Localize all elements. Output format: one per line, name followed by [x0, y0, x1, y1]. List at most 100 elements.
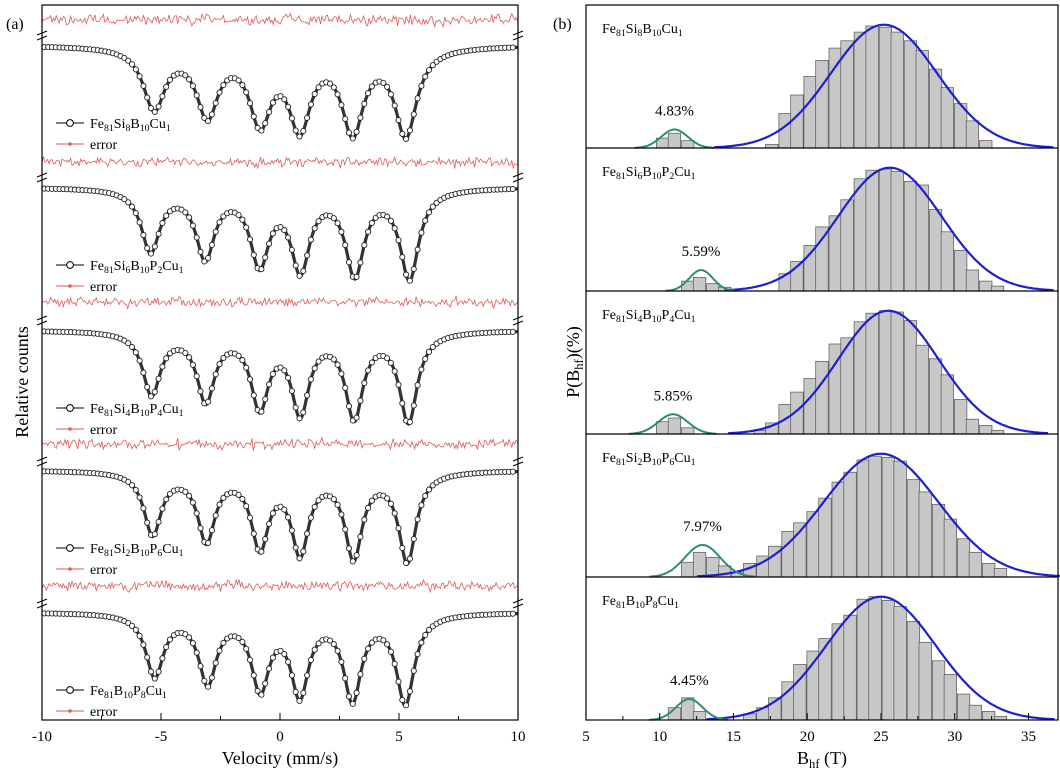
data-point: [132, 209, 139, 217]
histogram-bar: [928, 209, 943, 292]
histogram-bars: [656, 25, 993, 149]
histogram-bar: [667, 417, 682, 435]
data-point: [422, 73, 429, 80]
main-fit-curve: [696, 452, 1060, 578]
histogram-bar: [843, 471, 857, 578]
data-point: [418, 229, 425, 236]
data-point: [410, 535, 417, 543]
minor-component-percent: 5.85%: [654, 388, 693, 404]
histogram-bar: [853, 31, 867, 149]
histogram-bars: [667, 596, 1008, 721]
data-point: [216, 219, 223, 226]
data-point: [262, 680, 269, 687]
data-point: [128, 622, 136, 629]
histogram-bar: [982, 711, 996, 721]
data-point: [144, 245, 151, 252]
data-point: [205, 118, 212, 125]
panel-b-content: Fe81Si8B10Cu1 4.83% Fe81Si6B10P2Cu1 5.59% Fe…: [586, 22, 1060, 721]
minor-component-percent: 4.45%: [670, 673, 709, 689]
legend-marker-data: [66, 686, 74, 694]
data-point: [205, 683, 212, 690]
histogram-bar: [692, 711, 707, 721]
data-point: [166, 76, 174, 83]
y-axis-label-a: Relative counts: [12, 326, 32, 437]
legend-error-label: error: [90, 423, 118, 438]
data-point: [349, 700, 356, 707]
data-point: [235, 352, 242, 359]
data-point: [399, 254, 406, 261]
data-point: [288, 527, 295, 534]
data-point: [414, 651, 421, 658]
data-point: [163, 496, 170, 503]
data-point: [391, 368, 398, 375]
histogram-bar: [956, 693, 971, 721]
error-trace-a: [41, 12, 518, 29]
data-point: [285, 658, 292, 665]
main-fit-curve: [713, 23, 1054, 149]
data-point: [155, 518, 162, 525]
data-point: [384, 83, 391, 90]
data-point: [342, 241, 349, 249]
data-point: [422, 631, 429, 639]
data-point: [159, 363, 166, 370]
data-point: [281, 96, 288, 103]
data-point: [243, 645, 250, 652]
histogram-bar: [979, 425, 993, 435]
histogram-bar: [843, 614, 857, 721]
data-point: [345, 545, 353, 552]
data-point: [182, 488, 189, 495]
data-point: [258, 408, 265, 415]
histogram-bar: [890, 311, 904, 435]
data-point: [201, 677, 208, 684]
data-point: [151, 243, 158, 250]
data-point: [239, 216, 246, 223]
data-point: [509, 44, 516, 51]
data-point: [315, 497, 322, 504]
histogram-bars: [656, 310, 1005, 435]
data-point: [418, 366, 425, 373]
histogram-bar: [868, 596, 882, 721]
data-point: [315, 218, 322, 225]
data-point: [296, 272, 303, 279]
histogram-bar: [928, 68, 943, 149]
data-point: [212, 512, 219, 519]
data-point: [315, 358, 322, 365]
histogram-bar: [965, 269, 980, 292]
data-point: [182, 349, 189, 357]
data-point: [285, 514, 292, 521]
histogram-bar: [906, 479, 921, 578]
data-point: [384, 355, 391, 362]
data-point: [128, 61, 136, 68]
legend-marker-data: [66, 404, 74, 412]
data-point: [269, 230, 276, 237]
data-point: [186, 354, 193, 361]
data-point: [246, 514, 254, 521]
data-point: [300, 548, 307, 555]
data-point: [338, 658, 345, 665]
data-point: [125, 57, 132, 64]
error-trace-a: [41, 578, 518, 594]
data-point: [197, 388, 204, 395]
histogram-bar: [818, 638, 832, 721]
main-fit-curve: [706, 595, 1055, 721]
data-point: [292, 404, 299, 411]
data-point: [387, 500, 394, 507]
legend-marker-error-dot: [68, 284, 72, 288]
data-point: [288, 672, 295, 679]
histogram-bar: [890, 31, 904, 149]
histogram-bar: [868, 455, 882, 578]
histogram-bar: [979, 140, 993, 149]
data-point: [414, 382, 421, 389]
data-point: [281, 227, 288, 234]
data-point: [300, 409, 307, 416]
histogram-bar: [903, 180, 918, 292]
data-point: [197, 663, 204, 670]
x-tick-label-b: 10: [652, 729, 667, 745]
panel-label-b: (b): [553, 16, 572, 33]
data-point: [155, 230, 162, 237]
data-point: [246, 656, 254, 663]
data-point: [266, 665, 273, 672]
data-point: [197, 248, 204, 255]
data-point: [140, 231, 147, 239]
data-point: [391, 660, 398, 667]
